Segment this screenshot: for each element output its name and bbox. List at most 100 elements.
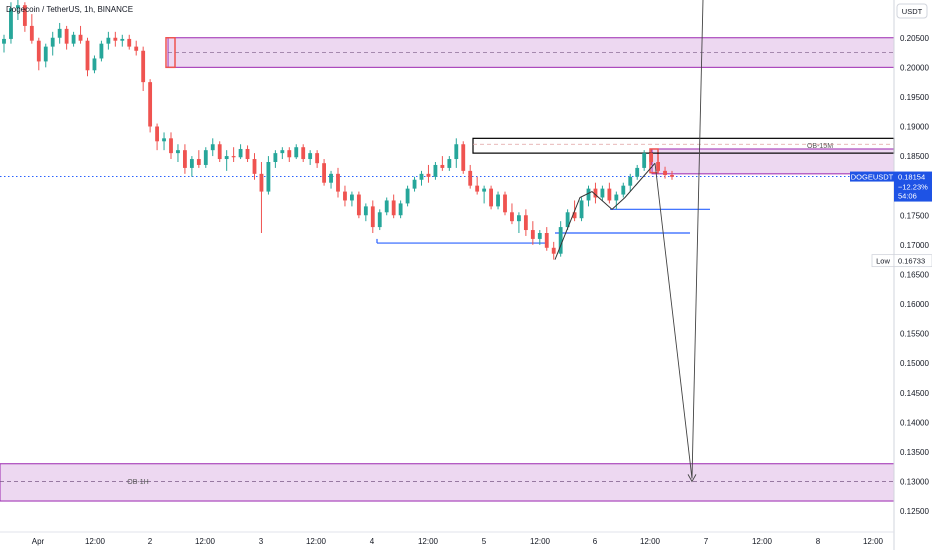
candle — [510, 212, 514, 222]
x-tick-label: 4 — [370, 537, 375, 546]
candle — [231, 156, 236, 158]
candle — [475, 185, 480, 192]
candle — [468, 170, 473, 186]
candle — [127, 38, 132, 47]
candle — [71, 34, 76, 44]
candle — [496, 194, 500, 207]
candles — [2, 0, 674, 260]
y-tick-label: 0.20500 — [900, 34, 929, 43]
candle — [189, 159, 194, 168]
x-tick-label: 12:00 — [530, 537, 551, 546]
candle — [252, 159, 257, 174]
y-tick-label: 0.15500 — [900, 330, 929, 339]
candle — [398, 203, 403, 216]
x-tick-label: 12:00 — [863, 537, 884, 546]
candle — [22, 5, 27, 26]
candle — [106, 37, 111, 44]
candle — [301, 147, 306, 160]
symbol-tag-label: DOGEUSDT — [851, 173, 894, 182]
candle — [600, 188, 605, 198]
candle — [57, 28, 62, 38]
y-tick-label: 0.20000 — [900, 63, 929, 72]
low-label: Low — [876, 257, 890, 266]
candle — [356, 194, 361, 216]
y-tick-label: 0.13000 — [900, 478, 929, 487]
candle — [426, 173, 431, 177]
candle — [572, 212, 577, 219]
x-tick-label: 5 — [482, 537, 487, 546]
candle — [162, 138, 166, 142]
x-tick-label: 12:00 — [85, 537, 106, 546]
candle — [308, 153, 313, 160]
candle — [217, 144, 222, 160]
candle — [656, 162, 660, 171]
y-tick-label: 0.16500 — [900, 270, 929, 279]
y-tick-label: 0.14500 — [900, 389, 929, 398]
candle — [169, 138, 173, 154]
symbol-tag — [850, 171, 894, 182]
zone-rect — [0, 463, 895, 502]
candle — [287, 150, 292, 158]
candle — [99, 43, 104, 59]
low-value: 0.16733 — [898, 257, 925, 266]
chart-title: Dogecoin / TetherUS, 1h, BINANCE — [6, 5, 134, 14]
candle — [92, 58, 97, 71]
price-tags: DOGEUSDT 0.18154−12.23%54:06 Low 0.16733 — [850, 171, 932, 268]
candle — [628, 176, 633, 186]
y-tick-label: 0.17500 — [900, 211, 929, 220]
candle — [155, 126, 159, 142]
candle — [120, 38, 125, 41]
price-tag — [894, 171, 932, 202]
candle — [593, 188, 598, 198]
candle — [9, 8, 13, 39]
candle — [558, 227, 563, 254]
candle — [329, 173, 333, 183]
zone-origin-marker — [165, 37, 176, 69]
y-tick-label: 0.19500 — [900, 93, 929, 102]
y-tick-label: 0.13500 — [900, 448, 929, 457]
candle — [530, 230, 535, 239]
y-tick-label: 0.15000 — [900, 359, 929, 368]
candle — [551, 247, 556, 254]
x-tick-label: Apr — [32, 537, 45, 546]
candle — [614, 194, 619, 201]
candle — [294, 147, 299, 158]
candle — [196, 159, 201, 165]
zigzag-path — [554, 162, 656, 260]
candle — [489, 188, 493, 207]
candle — [391, 200, 396, 216]
candle — [266, 162, 271, 192]
candle — [238, 148, 243, 158]
y-tick-label: 0.12500 — [900, 507, 929, 516]
candle — [586, 188, 591, 201]
candle — [523, 215, 528, 231]
currency-button — [896, 3, 928, 19]
candle — [280, 150, 285, 154]
candle — [384, 200, 389, 213]
candle — [36, 40, 41, 62]
candle — [537, 233, 542, 239]
candle — [315, 153, 320, 164]
candle — [440, 164, 445, 168]
candle — [649, 153, 654, 162]
candle — [148, 82, 153, 127]
x-tick-label: 12:00 — [752, 537, 773, 546]
candle — [447, 159, 452, 168]
candle — [433, 164, 438, 177]
x-tick-label: 12:00 — [640, 537, 661, 546]
currency-label: USDT — [902, 7, 923, 16]
order-block-zones: OB-15M OB-1H — [0, 37, 895, 502]
candle — [210, 144, 215, 151]
candle — [224, 156, 229, 160]
candle — [273, 153, 278, 162]
candle — [203, 150, 208, 165]
x-tick-label: 8 — [816, 537, 821, 546]
candle — [245, 148, 250, 160]
candle — [565, 212, 570, 228]
candle — [621, 185, 626, 195]
candle — [16, 5, 20, 9]
candle — [50, 37, 55, 47]
candle — [113, 37, 118, 41]
arrow-head — [687, 474, 697, 483]
